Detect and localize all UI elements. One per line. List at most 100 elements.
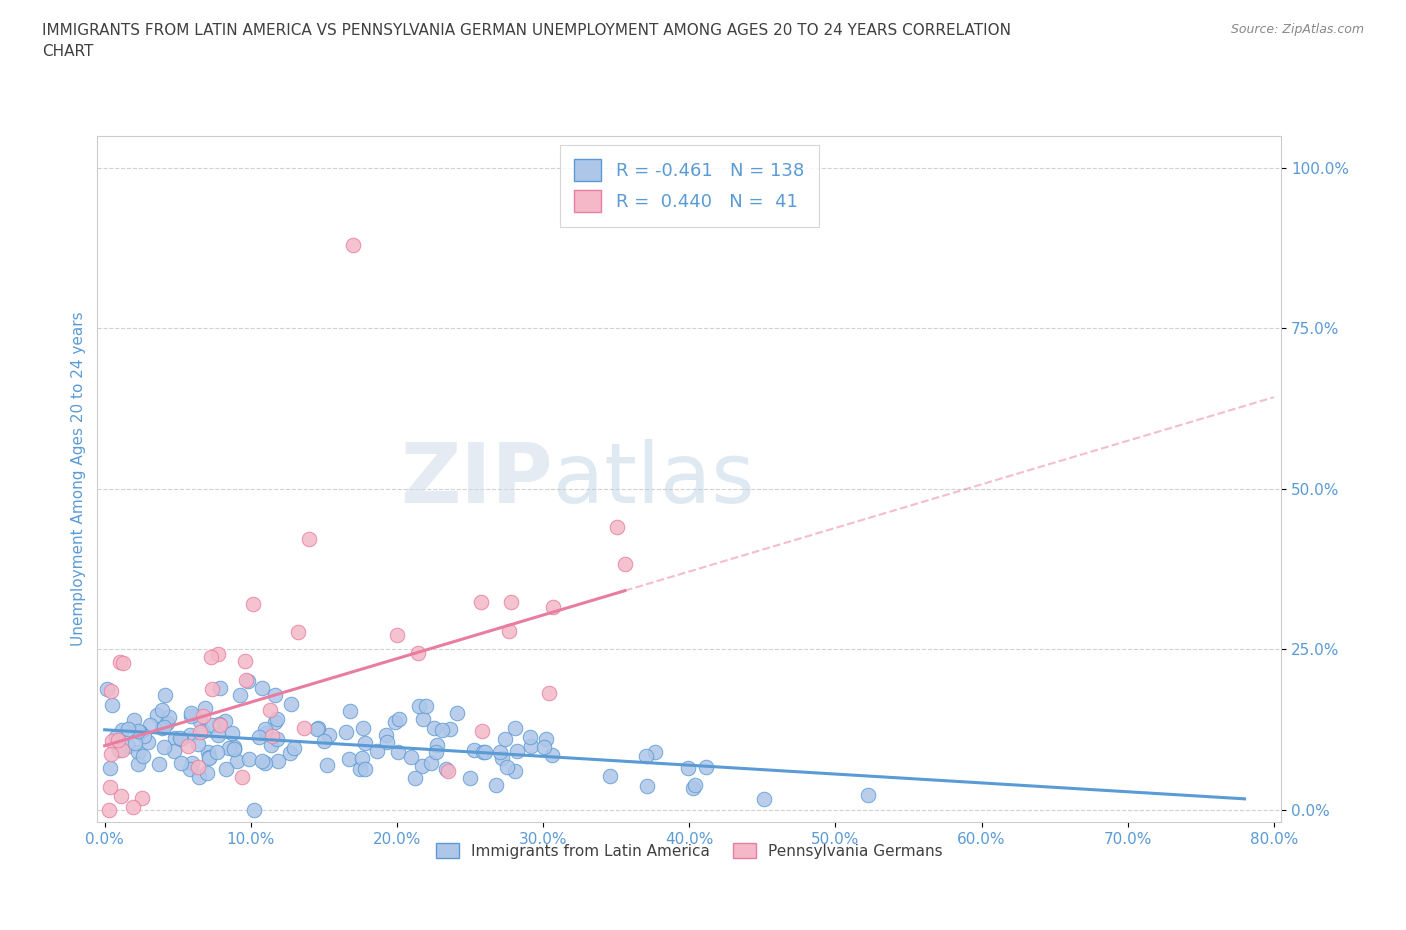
Point	[127, 744, 149, 759]
Point	[180, 708, 202, 723]
Point	[207, 727, 229, 742]
Point	[298, 531, 321, 546]
Point	[399, 750, 422, 764]
Point	[108, 743, 131, 758]
Point	[150, 721, 173, 736]
Point	[474, 745, 496, 760]
Point	[318, 727, 340, 742]
Point	[278, 745, 301, 760]
Point	[218, 741, 240, 756]
Point	[460, 771, 482, 786]
Point	[292, 721, 315, 736]
Point	[100, 684, 122, 698]
Point	[375, 735, 398, 750]
Point	[536, 732, 558, 747]
Point	[337, 752, 360, 767]
Point	[305, 722, 328, 737]
Point	[150, 702, 173, 717]
Point	[498, 623, 520, 638]
Legend: Immigrants from Latin America, Pennsylvania Germans: Immigrants from Latin America, Pennsylva…	[429, 835, 950, 866]
Point	[111, 723, 134, 737]
Point	[97, 803, 120, 817]
Point	[209, 718, 232, 733]
Point	[606, 520, 628, 535]
Text: ZIP: ZIP	[401, 439, 553, 520]
Point	[247, 729, 270, 744]
Point	[419, 755, 441, 770]
Point	[136, 735, 159, 750]
Point	[541, 600, 564, 615]
Point	[537, 685, 560, 700]
Point	[195, 765, 218, 780]
Point	[312, 734, 335, 749]
Point	[266, 732, 288, 747]
Point	[519, 730, 541, 745]
Point	[235, 672, 257, 687]
Point	[374, 727, 396, 742]
Point	[236, 674, 259, 689]
Point	[117, 738, 139, 753]
Point	[263, 715, 285, 730]
Point	[264, 687, 287, 702]
Point	[188, 724, 211, 739]
Point	[205, 745, 228, 760]
Point	[198, 750, 221, 764]
Point	[132, 728, 155, 743]
Point	[101, 734, 124, 749]
Point	[179, 727, 201, 742]
Point	[404, 771, 426, 786]
Point	[259, 702, 281, 717]
Point	[683, 777, 706, 792]
Point	[170, 755, 193, 770]
Point	[208, 681, 231, 696]
Point	[200, 681, 222, 696]
Point	[472, 745, 495, 760]
Point	[425, 744, 447, 759]
Point	[128, 724, 150, 739]
Point	[198, 751, 221, 765]
Point	[430, 722, 453, 737]
Point	[352, 721, 374, 736]
Point	[243, 803, 266, 817]
Point	[484, 778, 506, 793]
Point	[636, 778, 658, 793]
Point	[408, 698, 430, 713]
Point	[187, 760, 209, 775]
Point	[415, 698, 437, 713]
Point	[352, 751, 374, 765]
Point	[499, 595, 522, 610]
Point	[644, 745, 666, 760]
Point	[224, 739, 246, 754]
Point	[153, 687, 176, 702]
Y-axis label: Unemployment Among Ages 20 to 24 years: Unemployment Among Ages 20 to 24 years	[72, 312, 86, 646]
Point	[353, 736, 375, 751]
Point	[139, 718, 162, 733]
Point	[101, 698, 124, 712]
Point	[224, 742, 246, 757]
Point	[491, 751, 513, 765]
Point	[349, 762, 371, 777]
Point	[153, 740, 176, 755]
Point	[283, 741, 305, 756]
Point	[354, 762, 377, 777]
Point	[446, 706, 468, 721]
Point	[100, 747, 122, 762]
Point	[169, 731, 191, 746]
Point	[411, 759, 433, 774]
Point	[439, 721, 461, 736]
Point	[339, 704, 361, 719]
Point	[117, 722, 139, 737]
Point	[108, 655, 131, 670]
Point	[111, 742, 134, 757]
Point	[254, 725, 277, 740]
Point	[752, 791, 775, 806]
Point	[242, 597, 264, 612]
Point	[503, 721, 526, 736]
Point	[494, 731, 516, 746]
Point	[201, 717, 224, 732]
Point	[197, 744, 219, 759]
Point	[307, 720, 329, 735]
Point	[426, 737, 449, 752]
Point	[215, 762, 238, 777]
Point	[388, 711, 411, 726]
